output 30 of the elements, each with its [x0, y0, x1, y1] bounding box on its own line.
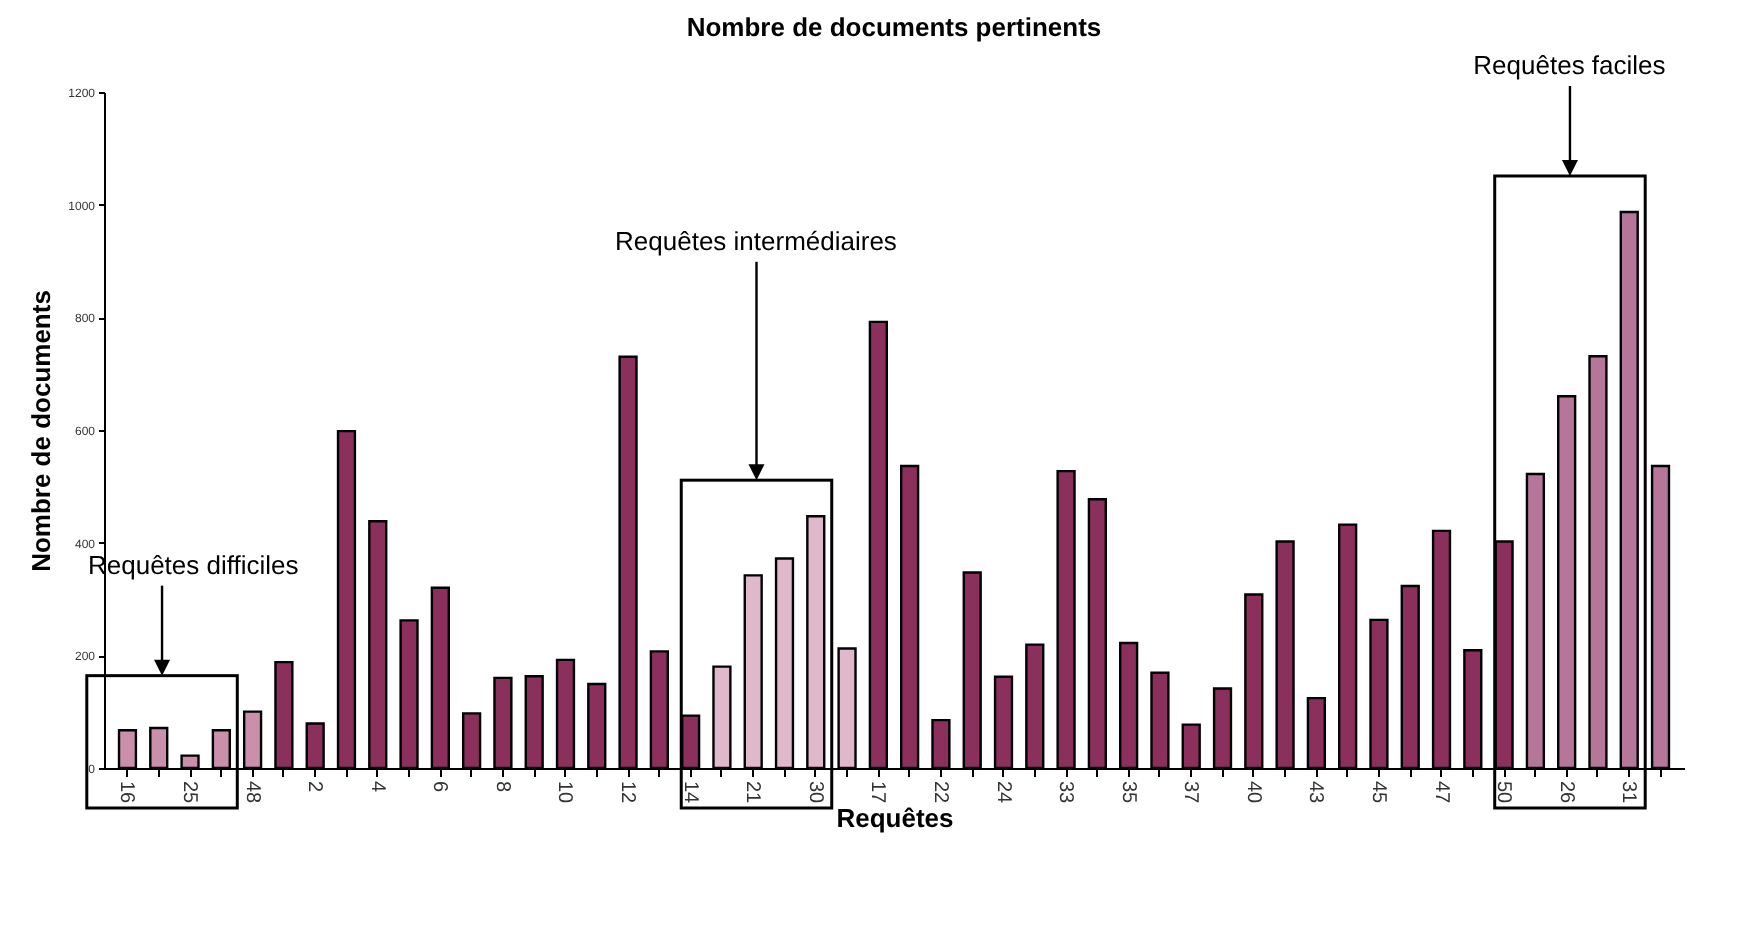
x-tick-label: 45 [1366, 781, 1389, 805]
x-tick-label: 25 [178, 781, 201, 805]
x-axis-title: Requêtes [836, 803, 954, 834]
x-tick-label: 6 [428, 781, 451, 793]
x-tick-label: 43 [1304, 781, 1327, 805]
x-tick-label: 22 [928, 781, 951, 805]
y-axis-title: Nombre de documents [26, 290, 57, 572]
x-tick-label: 37 [1179, 781, 1202, 805]
x-tick-label: 24 [991, 781, 1014, 805]
x-tick-label: 21 [741, 781, 764, 805]
x-tick-label: 10 [553, 781, 576, 805]
x-tick-label: 2 [303, 781, 326, 793]
x-tick-label: 26 [1554, 781, 1577, 805]
chart-title: Nombre de documents pertinents [686, 12, 1102, 42]
x-tick-label: 40 [1241, 781, 1264, 805]
x-tick-label: 48 [240, 781, 263, 805]
x-tick-label: 35 [1116, 781, 1139, 805]
x-tick-label: 30 [803, 781, 826, 805]
x-tick-label: 17 [866, 781, 889, 805]
x-tick-label: 16 [115, 781, 138, 805]
x-tick-label: 47 [1429, 781, 1452, 805]
x-tick-label: 33 [1054, 781, 1077, 805]
x-tick-label: 8 [490, 781, 513, 793]
x-tick-label: 12 [616, 781, 639, 805]
text: Requêtes faciles [1473, 49, 1667, 80]
annotation: Requêtes intermédiaires [615, 225, 898, 256]
x-tick-label: 14 [678, 781, 701, 805]
x-tick-label: 4 [365, 781, 388, 793]
x-tick-label: 31 [1617, 781, 1640, 805]
x-tick-label: 50 [1492, 781, 1515, 805]
